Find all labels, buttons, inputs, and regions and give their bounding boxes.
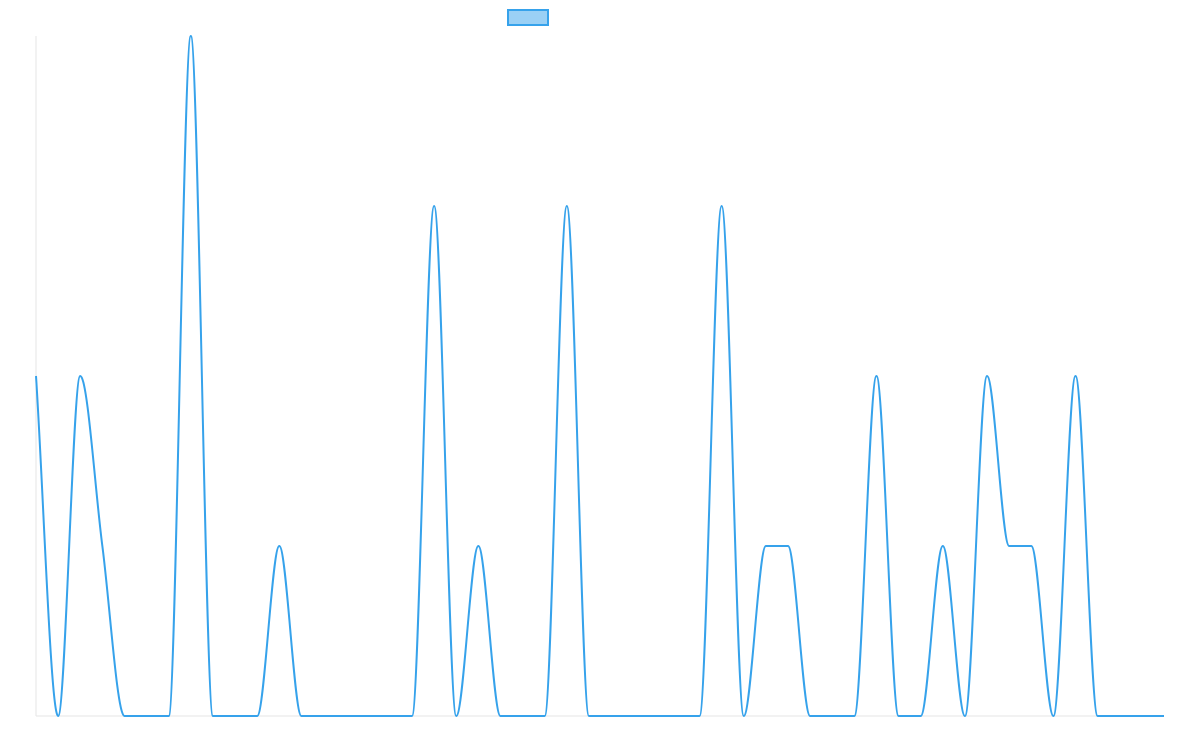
- chart-axes: [35, 36, 1164, 717]
- chart-legend[interactable]: [507, 9, 549, 26]
- series-line-0: [35, 34, 1164, 718]
- series-layer: [35, 34, 1164, 718]
- legend-swatch[interactable]: [507, 9, 549, 26]
